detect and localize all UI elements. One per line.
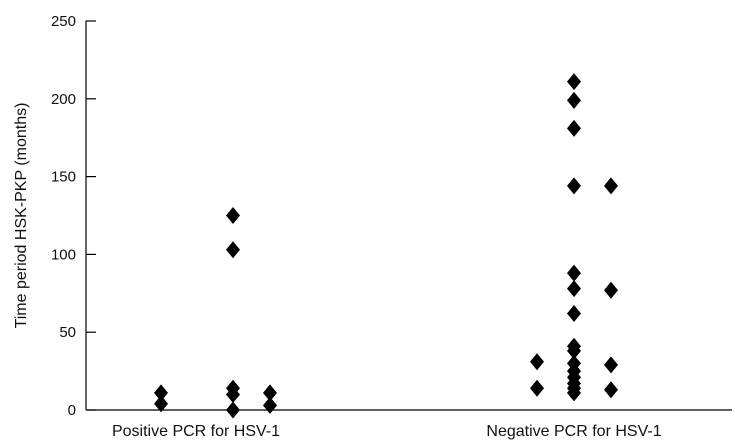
data-point xyxy=(567,73,581,91)
y-tick-label: 250 xyxy=(51,13,76,30)
y-tick-label: 200 xyxy=(51,91,76,108)
data-point xyxy=(226,401,240,419)
data-point xyxy=(530,353,544,371)
category-labels: Positive PCR for HSV-1 Negative PCR for H… xyxy=(112,423,662,440)
data-point xyxy=(604,177,618,195)
data-point xyxy=(604,356,618,374)
data-point xyxy=(263,384,277,402)
data-point xyxy=(567,305,581,323)
data-point xyxy=(226,385,240,403)
data-point xyxy=(154,384,168,402)
data-point xyxy=(226,207,240,224)
y-tick-label: 150 xyxy=(51,169,76,186)
y-ticks: 0 50 100 150 200 250 xyxy=(51,13,96,419)
data-point xyxy=(567,264,581,282)
data-points xyxy=(154,73,618,419)
data-point xyxy=(567,91,581,109)
data-point xyxy=(567,177,581,195)
x-category-label: Positive PCR for HSV-1 xyxy=(112,423,280,440)
data-point xyxy=(263,396,277,414)
data-point xyxy=(604,381,618,399)
data-point xyxy=(567,342,581,360)
data-point xyxy=(567,280,581,298)
y-axis-title: Time period HSK-PKP (months) xyxy=(13,103,30,329)
data-point xyxy=(567,384,581,402)
y-tick-label: 0 xyxy=(68,402,76,419)
y-tick-label: 100 xyxy=(51,246,76,263)
data-point xyxy=(567,119,581,137)
data-point xyxy=(604,281,618,299)
x-category-label: Negative PCR for HSV-1 xyxy=(486,423,661,440)
data-point xyxy=(530,379,544,397)
y-tick-label: 50 xyxy=(59,324,76,341)
data-point xyxy=(154,395,168,413)
data-point xyxy=(226,241,240,259)
